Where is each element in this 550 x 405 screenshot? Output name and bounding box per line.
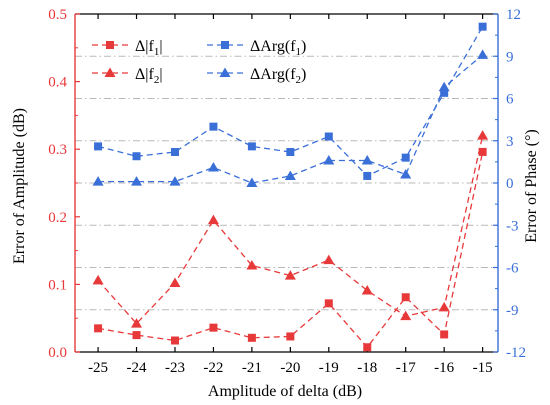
data-point [92,274,104,285]
right-y-tick-label: 12 [506,7,521,23]
data-point [324,299,333,308]
x-tick-label: -19 [319,360,339,376]
legend-label: Δ|f1| [135,38,163,58]
data-point [284,170,296,180]
data-point [209,122,218,131]
x-tick-label: -15 [473,360,493,376]
series-line [97,151,484,349]
series-1 [94,147,487,352]
data-point [92,176,104,186]
data-point [400,169,412,179]
right-y-tick-label: 6 [506,92,514,108]
left-y-tick-label: 0.1 [48,277,67,293]
data-point [363,343,372,352]
data-point [323,254,335,265]
right-y-tick-label: 9 [506,49,514,65]
legend-marker [219,67,231,77]
data-point [132,152,141,161]
right-y-axis-title: Error of Phase (°) [523,129,540,242]
left-y-tick-label: 0.0 [48,345,67,361]
right-y-tick-label: -9 [506,303,519,319]
legend-marker [106,41,114,49]
x-tick-label: -16 [434,360,454,376]
series-group [92,22,489,352]
data-point [477,130,489,140]
x-tick-label: -24 [127,360,147,376]
data-point [169,176,181,186]
data-point [440,88,449,97]
data-point [438,301,450,312]
right-y-tick-label: 0 [506,176,514,192]
x-tick-label: -18 [357,360,377,376]
data-point [246,259,258,270]
data-point [246,177,258,187]
data-point [284,270,296,280]
data-point [440,330,449,339]
legend-item: ΔArg(f2) [207,66,306,86]
right-y-tick-label: -12 [506,345,526,361]
left-y-axis-title: Error of Amplitude (dB) [11,108,28,264]
legend-item: Δ|f2| [92,66,163,86]
series-4 [92,49,489,187]
data-point [170,148,179,157]
data-point [207,162,219,172]
grid-lines [75,55,498,311]
x-tick-label: -22 [203,360,223,376]
x-tick-label: -23 [165,360,185,376]
series-line [97,135,484,325]
data-point [361,284,373,295]
data-point [400,310,412,321]
data-point [363,171,372,180]
series-2 [92,130,489,328]
legend-item: Δ|f1| [92,38,163,58]
series-line [97,26,484,177]
data-point [132,331,141,340]
data-point [477,49,489,59]
legend-label: Δ|f2| [135,66,163,86]
data-point [131,318,143,328]
data-point [169,277,181,288]
axes: 0.0 0.1 0.2 0.3 0.4 0.5 -12 -9 -6 -3 0 3 6 9 12 -25 -24 -… [48,7,526,376]
series-3 [94,22,487,180]
right-y-tick-label: -3 [506,218,519,234]
data-point [438,81,450,92]
series-line [98,54,484,184]
legend-label: ΔArg(f1) [250,38,306,58]
data-point [94,324,103,333]
data-point [323,154,335,165]
data-point [247,142,256,151]
data-point [286,332,295,341]
left-y-tick-label: 0.2 [48,210,67,226]
legend-item: ΔArg(f1) [207,38,306,58]
legend-marker [221,41,229,49]
data-point [478,22,487,31]
data-point [401,153,410,162]
x-tick-label: -25 [88,360,108,376]
data-point [94,142,103,151]
x-tick-label: -21 [242,360,262,376]
legend-label: ΔArg(f2) [250,66,306,86]
data-point [207,214,219,225]
x-tick-label: -20 [280,360,300,376]
left-y-tick-label: 0.4 [48,75,67,91]
left-y-tick-label: 0.3 [48,142,67,158]
x-tick-label: -17 [396,360,416,376]
data-point [361,154,373,165]
data-point [286,148,295,157]
data-point [478,147,487,156]
legend-marker [104,67,116,77]
right-y-tick-label: -6 [506,261,519,277]
data-point [131,176,143,186]
x-axis-title: Amplitude of delta (dB) [208,383,362,400]
data-point [401,293,410,302]
data-point [247,333,256,342]
left-y-tick-label: 0.5 [48,7,67,23]
right-y-tick-label: 3 [506,134,514,150]
data-point [209,323,218,332]
legend: Δ|f1| ΔArg(f1) Δ|f2| ΔArg(f2) [92,38,306,86]
data-point [170,336,179,345]
data-point [324,132,333,141]
